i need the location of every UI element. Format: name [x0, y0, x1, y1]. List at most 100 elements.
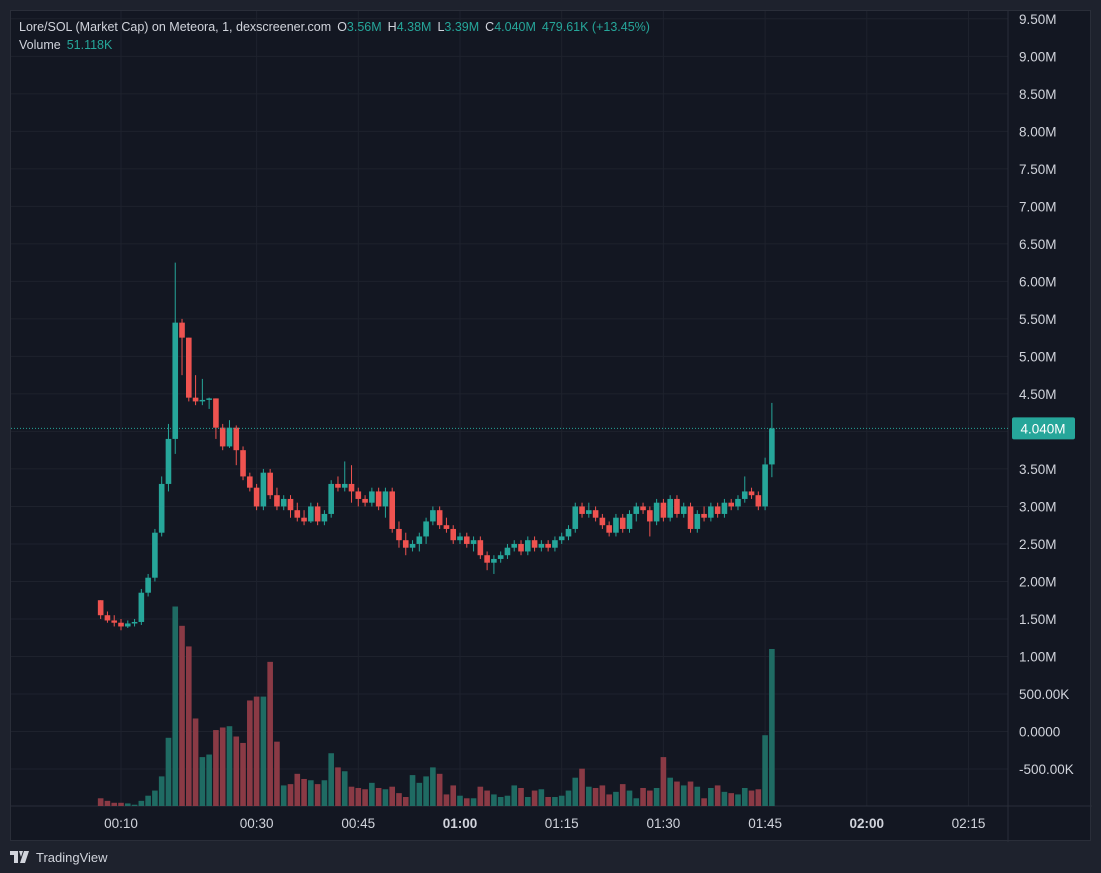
price-tick-label: 500.00K	[1019, 687, 1069, 702]
legend-volume-row: Volume 51.118K	[19, 36, 650, 54]
volume-bar	[308, 780, 314, 806]
candle-body	[199, 399, 206, 402]
candle-body	[145, 577, 151, 593]
candle-body	[579, 506, 585, 514]
price-tick-label: 9.50M	[1019, 12, 1057, 27]
close-label: C	[485, 20, 495, 34]
time-tick-label: 00:45	[341, 816, 375, 831]
candle-body	[172, 322, 179, 439]
volume-bar	[382, 789, 389, 806]
price-tick-label: 2.50M	[1019, 537, 1057, 552]
candle-body	[687, 506, 694, 529]
candle-body	[728, 502, 734, 507]
volume-bar	[647, 790, 653, 806]
candle-body	[321, 513, 328, 522]
volume-bar	[375, 787, 382, 806]
volume-bar	[599, 785, 606, 806]
price-axis[interactable]: 9.50M 9.00M 8.50M 8.00M 7.50M 7.00M 6.50M 6.00M…	[1012, 12, 1075, 777]
tradingview-attribution[interactable]: TradingView	[10, 848, 108, 866]
volume-bar	[558, 795, 565, 806]
candle-body	[213, 398, 219, 428]
volume-bar	[179, 625, 185, 806]
candle-body	[443, 525, 450, 529]
volume-bar	[674, 781, 680, 806]
price-tick-label: -500.00K	[1019, 762, 1074, 777]
candle-body	[592, 510, 599, 518]
tradingview-logo-icon	[10, 851, 29, 863]
volume-bar	[694, 786, 701, 806]
last-price-badge	[1012, 417, 1075, 440]
time-axis[interactable]: 00:10 00:30 00:45 01:00 01:15 01:30 01:45 02:00…	[104, 816, 985, 831]
candle-body	[667, 498, 673, 518]
volume-bar	[633, 798, 640, 806]
price-tick-label: 8.00M	[1019, 124, 1057, 139]
candle-body	[423, 521, 429, 537]
candle-body	[748, 491, 755, 496]
price-tick-label: 0.0000	[1019, 725, 1060, 740]
chart-pane[interactable]: 9.50M 9.00M 8.50M 8.00M 7.50M 7.00M 6.50M 6.00M…	[10, 10, 1092, 842]
candle-body	[152, 532, 158, 578]
price-tick-label: 3.50M	[1019, 462, 1057, 477]
volume-bar	[294, 773, 301, 806]
volume-bar	[97, 798, 104, 806]
volume-bar	[226, 726, 233, 806]
volume-bar	[138, 800, 145, 806]
candle-body	[531, 540, 538, 548]
candle-body	[362, 498, 368, 503]
time-tick-label: 00:10	[104, 816, 138, 831]
candle-body	[335, 483, 341, 488]
time-tick-label: 02:15	[952, 816, 986, 831]
candle-body	[348, 483, 355, 492]
volume-bar	[348, 786, 355, 806]
candle-body	[416, 536, 423, 544]
candle-body	[436, 510, 443, 526]
open-label: O	[337, 20, 347, 34]
candle-body	[491, 558, 497, 563]
candle-body	[660, 502, 667, 518]
candle-body	[280, 498, 287, 507]
candle-body	[721, 502, 728, 514]
candle-body	[518, 543, 524, 552]
candlestick-chart[interactable]: 9.50M 9.00M 8.50M 8.00M 7.50M 7.00M 6.50M 6.00M…	[11, 11, 1092, 842]
volume-bar	[626, 790, 633, 806]
volume-bar	[131, 804, 138, 806]
tradingview-brand: TradingView	[36, 849, 108, 865]
volume-bar	[341, 771, 348, 806]
price-tick-label: 1.00M	[1019, 649, 1057, 664]
high-label: H	[387, 20, 397, 34]
candle-body	[124, 623, 131, 627]
volume-bar	[335, 767, 341, 806]
candle-body	[680, 506, 687, 514]
price-tick-label: 4.50M	[1019, 387, 1057, 402]
candle-body	[104, 615, 111, 621]
candle-body	[138, 592, 145, 622]
volume-bar	[701, 798, 707, 806]
candle-body	[430, 510, 436, 522]
candle-body	[294, 510, 301, 518]
candle-body	[633, 506, 640, 514]
candle-body	[755, 495, 762, 507]
candle-body	[599, 517, 606, 526]
volume-bar	[443, 794, 450, 806]
volume-bar	[470, 798, 477, 806]
price-tick-label: 9.00M	[1019, 49, 1057, 64]
volume-bar	[613, 791, 619, 806]
candle-body	[165, 438, 172, 484]
candle-body	[701, 513, 707, 518]
candle-body	[260, 472, 267, 507]
volume-bar	[640, 787, 646, 806]
volume-bar	[213, 730, 219, 806]
price-tick-label: 6.00M	[1019, 274, 1057, 289]
candle-body	[769, 428, 775, 465]
candle-body	[287, 498, 294, 511]
candle-body	[301, 517, 307, 522]
volume-bar	[124, 803, 131, 806]
candle-body	[179, 322, 185, 338]
candle-body	[328, 483, 334, 514]
volume-bar	[545, 796, 551, 806]
candle-body	[565, 528, 572, 537]
volume-bar	[253, 696, 260, 806]
candle-body	[314, 506, 321, 522]
volume-bar	[565, 790, 572, 806]
volume-bar	[491, 794, 497, 806]
